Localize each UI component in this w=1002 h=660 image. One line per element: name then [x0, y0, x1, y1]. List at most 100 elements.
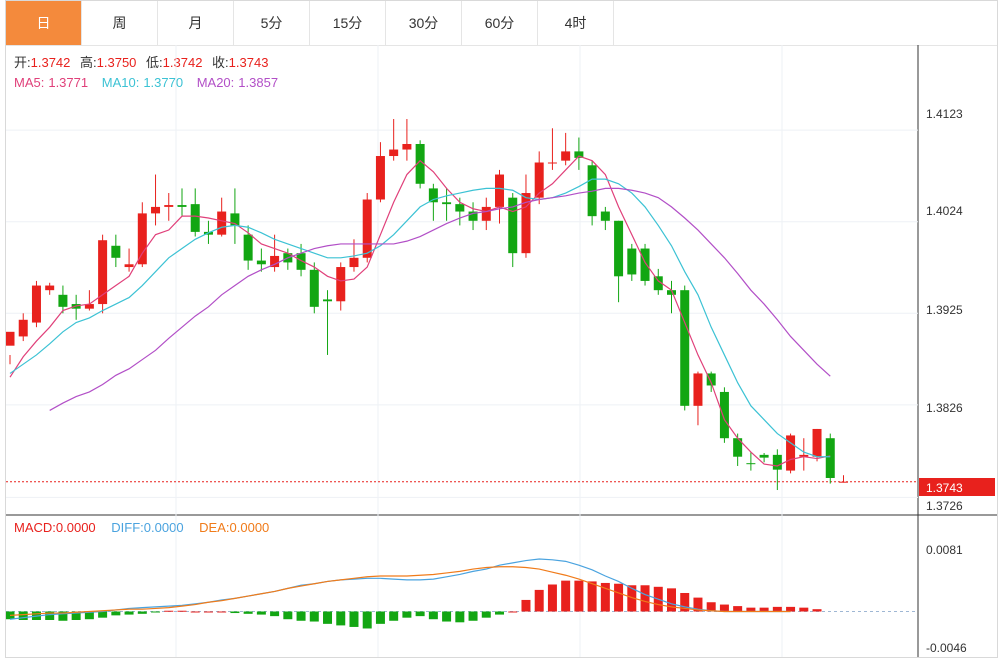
candle-down	[243, 234, 253, 261]
price-tick: 1.3826	[926, 401, 963, 415]
macd-bar-down	[349, 611, 359, 627]
candle-up	[561, 151, 571, 161]
candle-down	[508, 197, 518, 254]
macd-value: 0.0000	[56, 520, 96, 535]
macd-bar-down	[111, 611, 121, 616]
candle-up	[18, 319, 28, 337]
diff-line	[9, 558, 791, 620]
macd-bar-up	[786, 606, 796, 612]
candle-up	[151, 206, 161, 214]
macd-bar-down	[270, 611, 280, 617]
candle-up	[481, 206, 491, 221]
candle-up	[137, 213, 147, 265]
macd-legend: MACD:0.0000 DIFF:0.0000 DEA:0.0000	[14, 520, 269, 535]
ma-legend: MA5: 1.3771 MA10: 1.3770 MA20: 1.3857	[14, 75, 278, 90]
macd-bar-down	[45, 611, 55, 620]
tab-day[interactable]: 日	[6, 1, 82, 45]
macd-bar-up	[772, 606, 782, 612]
candle-down	[428, 188, 438, 203]
macd-bar-up	[190, 611, 200, 613]
macd-bar-up	[693, 597, 703, 612]
high-label: 高:	[80, 55, 97, 70]
candle-up	[336, 267, 346, 302]
ma20-line	[49, 187, 831, 411]
close-value: 1.3743	[229, 55, 269, 70]
chart-frame: 日 周 月 5分 15分 30分 60分 4时 开:1.3742 高:1.375…	[5, 0, 998, 658]
macd-bar-up	[534, 589, 544, 612]
macd-bar-up	[627, 585, 637, 612]
macd-bar-down	[389, 611, 399, 621]
macd-bar-down	[230, 611, 240, 614]
macd-bar-up	[600, 582, 610, 612]
candle-down	[680, 290, 690, 406]
macd-bar-down	[84, 611, 94, 620]
candle-up	[45, 285, 55, 291]
macd-bar-up	[508, 611, 518, 613]
macd-bar-up	[733, 606, 743, 612]
open-value: 1.3742	[31, 55, 71, 70]
candle-up	[838, 481, 848, 483]
macd-bar-up	[680, 592, 690, 612]
macd-bar-down	[362, 611, 372, 629]
candle-down	[230, 213, 240, 226]
macd-bar-up	[667, 588, 676, 612]
macd-bar-down	[256, 611, 266, 615]
candle-down	[706, 373, 716, 386]
tab-15min[interactable]: 15分	[310, 1, 386, 45]
candle-down	[323, 299, 333, 302]
candle-down	[733, 438, 743, 457]
candle-up	[547, 162, 557, 164]
candle-up	[217, 211, 227, 235]
candle-down	[772, 454, 782, 470]
candle-up	[31, 285, 41, 323]
candle-down	[455, 204, 465, 212]
macd-bar-up	[614, 583, 624, 612]
macd-bar-down	[468, 611, 478, 621]
candle-up	[375, 156, 385, 200]
candle-up	[534, 162, 544, 198]
macd-bar-up	[203, 611, 213, 613]
candle-down	[614, 220, 624, 277]
macd-bar-up	[640, 585, 650, 612]
candle-down	[759, 454, 769, 458]
dea-label: DEA:	[199, 520, 229, 535]
candle-down	[415, 143, 425, 184]
macd-bar-up	[719, 604, 729, 612]
tab-week[interactable]: 周	[82, 1, 158, 45]
macd-bar-up	[561, 580, 571, 612]
candle-up	[6, 331, 15, 346]
price-tick: 1.3925	[926, 303, 963, 317]
candle-down	[309, 269, 319, 307]
macd-bar-up	[521, 599, 531, 612]
tab-30min[interactable]: 30分	[386, 1, 462, 45]
current-price-tag	[919, 478, 995, 496]
tab-4hour[interactable]: 4时	[538, 1, 614, 45]
tab-month[interactable]: 月	[158, 1, 234, 45]
tab-60min[interactable]: 60分	[462, 1, 538, 45]
macd-bar-down	[375, 611, 385, 624]
macd-bar-down	[137, 611, 147, 614]
candle-down	[667, 290, 676, 295]
macd-bar-down	[309, 611, 319, 622]
macd-bar-down	[402, 611, 412, 618]
macd-label: MACD:	[14, 520, 56, 535]
macd-bar-up	[177, 610, 187, 612]
kline-chart[interactable]: 开:1.3742 高:1.3750 低:1.3742 收:1.3743 MA5:…	[6, 1, 997, 657]
candle-down	[640, 248, 650, 281]
macd-bar-down	[151, 611, 161, 613]
ma20-legend: MA20:	[197, 75, 235, 90]
macd-bar-down	[481, 611, 491, 618]
tab-5min[interactable]: 5分	[234, 1, 310, 45]
candle-down	[58, 294, 68, 307]
macd-bar-up	[706, 602, 716, 612]
current-price-label: 1.3743	[926, 481, 963, 495]
candle-up	[84, 304, 94, 309]
ma5-value: 1.3771	[48, 75, 88, 90]
macd-bar-down	[323, 611, 333, 624]
candle-up	[693, 373, 703, 406]
candle-down	[719, 391, 729, 439]
candle-down	[627, 248, 637, 275]
macd-bar-up	[547, 584, 557, 612]
high-value: 1.3750	[97, 55, 137, 70]
macd-bar-up	[759, 607, 769, 612]
